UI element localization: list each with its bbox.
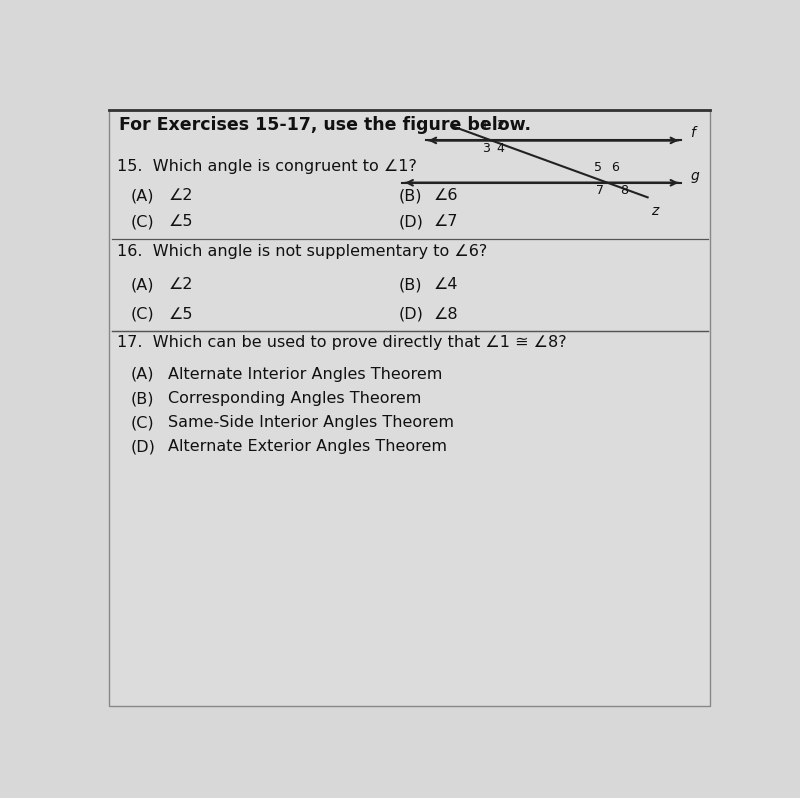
Text: Corresponding Angles Theorem: Corresponding Angles Theorem — [168, 392, 422, 406]
Text: (B): (B) — [398, 278, 422, 293]
Text: (D): (D) — [131, 439, 156, 454]
Text: 2: 2 — [496, 119, 504, 132]
Text: 17.  Which can be used to prove directly that ∠1 ≅ ∠8?: 17. Which can be used to prove directly … — [117, 335, 566, 350]
Text: (C): (C) — [131, 415, 154, 430]
Text: g: g — [690, 168, 699, 183]
Text: (B): (B) — [131, 392, 154, 406]
Text: 16.  Which angle is not supplementary to ∠6?: 16. Which angle is not supplementary to … — [117, 243, 487, 259]
Text: (D): (D) — [398, 306, 423, 322]
Text: (C): (C) — [131, 215, 154, 229]
Text: ∠2: ∠2 — [168, 188, 193, 203]
Text: 3: 3 — [482, 142, 490, 155]
Text: ∠4: ∠4 — [434, 278, 458, 293]
Text: ∠7: ∠7 — [434, 215, 458, 229]
Text: (D): (D) — [398, 215, 423, 229]
Text: ∠5: ∠5 — [168, 215, 193, 229]
Text: ∠8: ∠8 — [434, 306, 458, 322]
Text: 8: 8 — [620, 184, 628, 197]
Text: 15.  Which angle is congruent to ∠1?: 15. Which angle is congruent to ∠1? — [117, 159, 417, 174]
Text: (C): (C) — [131, 306, 154, 322]
Text: ∠5: ∠5 — [168, 306, 193, 322]
Text: (B): (B) — [398, 188, 422, 203]
Text: f: f — [690, 126, 695, 140]
Text: 1: 1 — [480, 119, 488, 132]
Text: z: z — [651, 203, 658, 218]
Text: Alternate Exterior Angles Theorem: Alternate Exterior Angles Theorem — [168, 439, 447, 454]
Text: 4: 4 — [497, 142, 505, 155]
Text: 6: 6 — [610, 161, 618, 174]
Text: (A): (A) — [131, 367, 154, 381]
Text: (A): (A) — [131, 188, 154, 203]
Text: Alternate Interior Angles Theorem: Alternate Interior Angles Theorem — [168, 367, 442, 381]
Text: ∠2: ∠2 — [168, 278, 193, 293]
Text: ∠6: ∠6 — [434, 188, 458, 203]
Text: 5: 5 — [594, 161, 602, 174]
Text: (A): (A) — [131, 278, 154, 293]
Text: 7: 7 — [596, 184, 604, 197]
Text: Same-Side Interior Angles Theorem: Same-Side Interior Angles Theorem — [168, 415, 454, 430]
Text: For Exercises 15-17, use the figure below.: For Exercises 15-17, use the figure belo… — [119, 116, 531, 134]
